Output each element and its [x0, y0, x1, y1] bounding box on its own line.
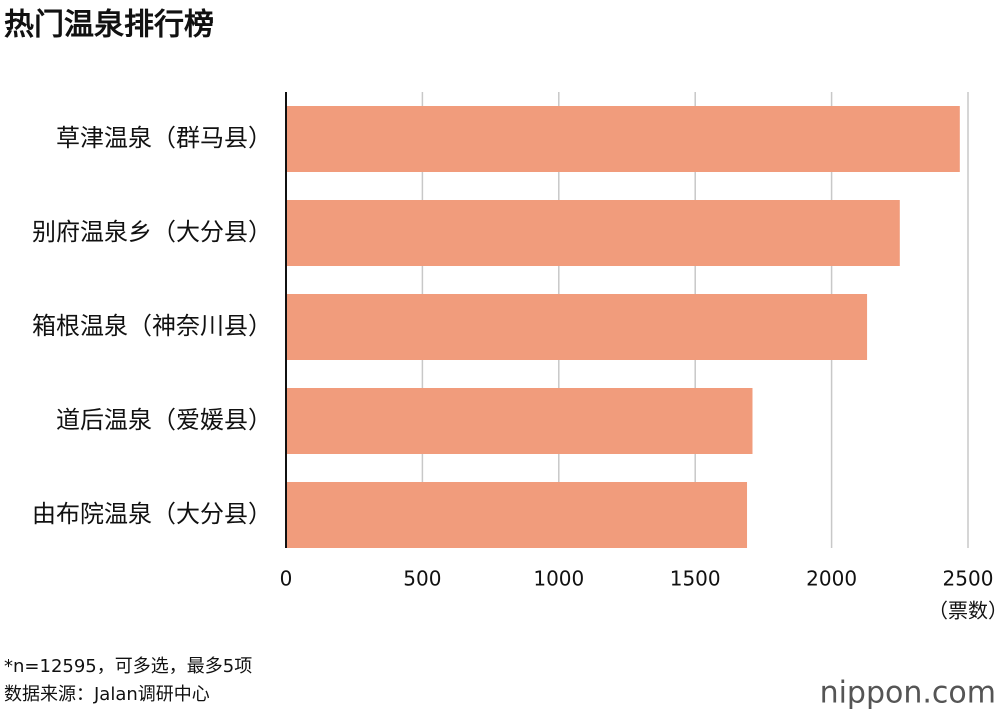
source: 数据来源：Jalan调研中心	[4, 684, 210, 705]
bar	[286, 294, 868, 360]
y-tick-label: 草津温泉（群马县）	[56, 124, 272, 152]
x-tick-label: 500	[403, 567, 441, 591]
x-tick-label: 2000	[806, 567, 857, 591]
y-tick-label: 道后温泉（爱媛县）	[56, 406, 272, 434]
y-tick-label: 箱根温泉（神奈川县）	[32, 312, 272, 340]
x-tick-label: 1000	[533, 567, 584, 591]
bar	[286, 482, 748, 548]
x-tick-label: 0	[280, 567, 293, 591]
chart-title: 热门温泉排行榜	[4, 8, 214, 43]
x-tick-label: 2500	[943, 567, 994, 591]
y-tick-label: 别府温泉乡（大分县）	[32, 218, 272, 246]
bar	[286, 200, 900, 266]
logo: nippon.com	[820, 676, 996, 711]
y-tick-label: 由布院温泉（大分县）	[32, 500, 272, 528]
footnote: *n=12595，可多选，最多5项	[4, 656, 252, 677]
bar	[286, 388, 753, 454]
x-tick-label: 1500	[670, 567, 721, 591]
x-axis-label: （票数）	[928, 599, 1000, 623]
bar	[286, 106, 960, 172]
